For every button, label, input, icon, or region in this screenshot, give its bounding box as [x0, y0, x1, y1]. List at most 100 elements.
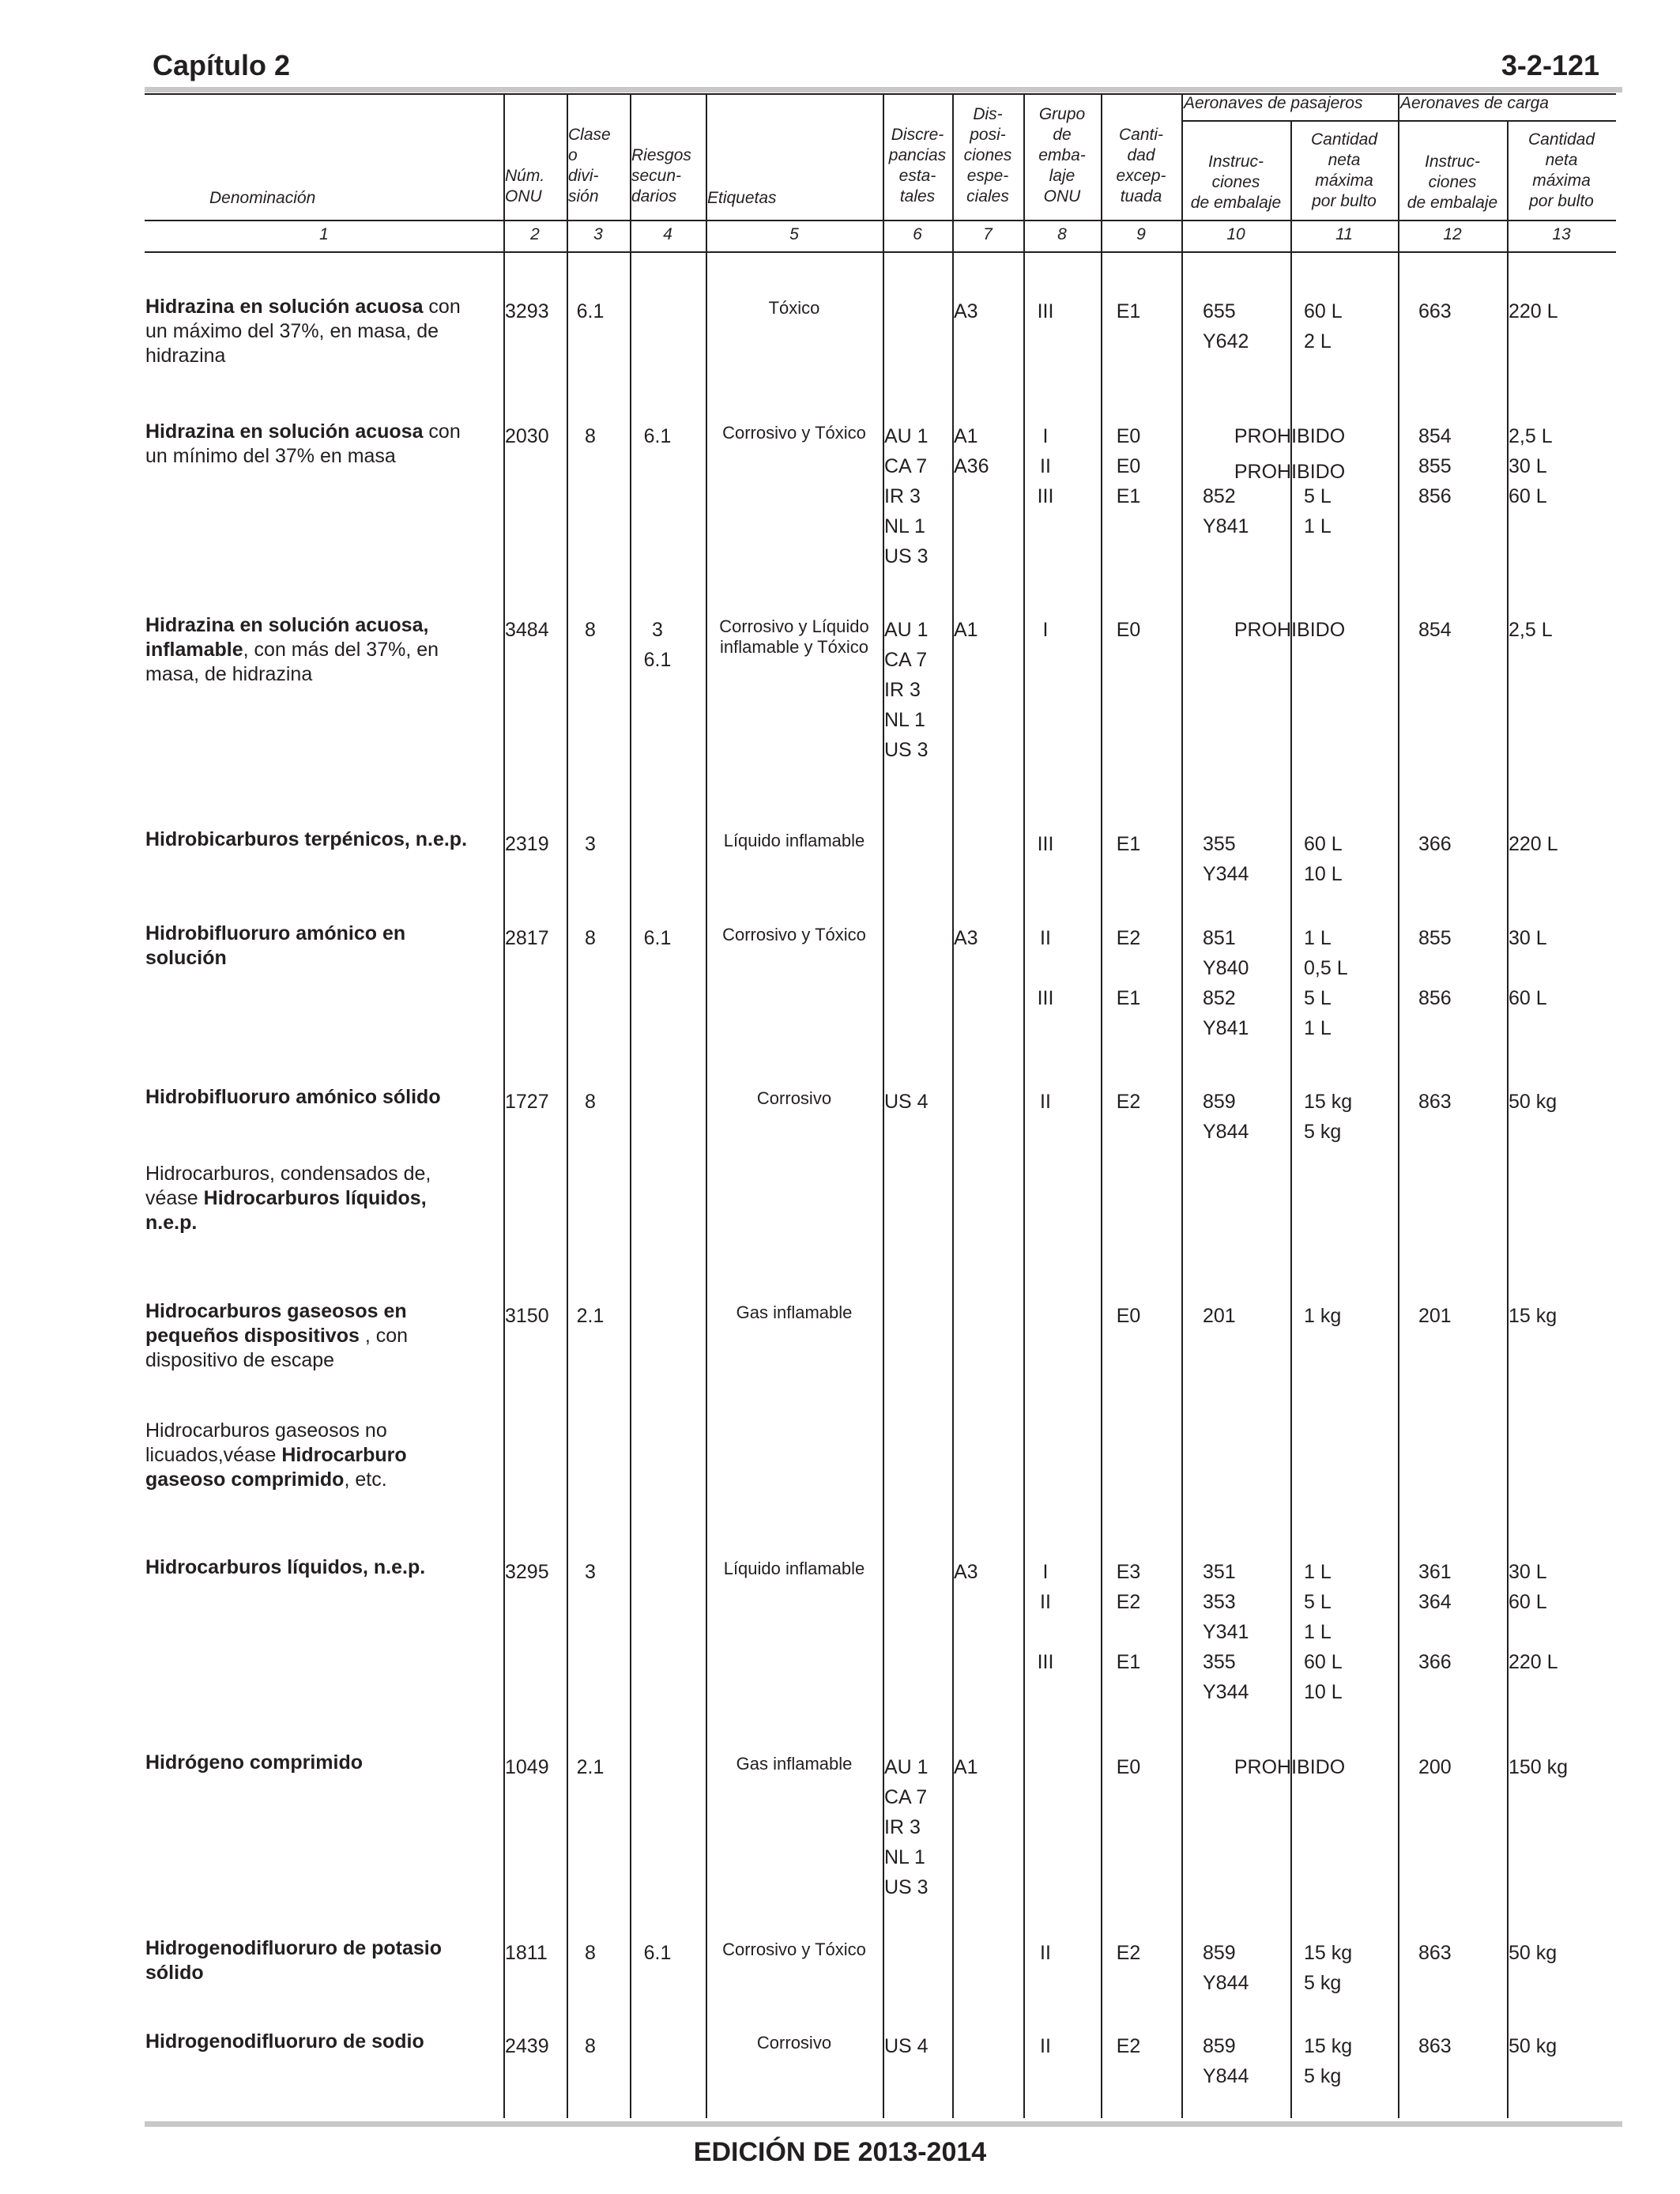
header-disposiciones-line: ciones: [963, 146, 1012, 164]
header-onu: Núm. ONU: [505, 166, 560, 207]
cell-discrepancias: AU 1 CA 7 IR 3 NL 1 US 3: [884, 619, 929, 761]
header-carga-cantidad-line: por bulto: [1529, 192, 1594, 210]
header-carga-cantidad-line: máxima: [1532, 172, 1591, 190]
bottom-rule: [145, 2121, 1622, 2127]
cell-disposiciones: A1 A36: [954, 425, 989, 477]
cell-riesgos: 6.1: [643, 425, 672, 447]
header-discrepancias: Discre-pancias esta-tales: [883, 125, 952, 207]
header-carga-cantidad-line: Cantidad: [1527, 130, 1595, 149]
column-divider: [1507, 120, 1509, 2118]
header-clase-line: Clase: [568, 126, 611, 144]
cell-disposiciones: A1: [954, 619, 978, 641]
header-disposiciones-line: ciales: [966, 187, 1009, 205]
row-name: Hidrobicarburos terpénicos, n.e.p.: [145, 827, 477, 852]
header-clase-line: o: [568, 146, 578, 164]
cell-carga-cantidad: 220 L: [1509, 300, 1558, 322]
column-divider: [503, 93, 505, 2118]
cell-carga-instrucciones: 854: [1418, 619, 1452, 641]
cell-carga-cantidad: 30 L 60 L: [1509, 927, 1547, 1009]
cell-pas-cantidad: 1 L 5 L 1 L 60 L 10 L: [1304, 1561, 1343, 1703]
cell-carga-instrucciones: 201: [1418, 1305, 1452, 1327]
header-pas-instrucciones-line: Instruc-: [1207, 153, 1264, 171]
row-name-bold: Hidrobicarburos terpénicos, n.e.p.: [145, 828, 468, 850]
footer-edition: EDICIÓN DE 2013-2014: [693, 2137, 987, 2167]
cell-clase: 8: [585, 425, 596, 447]
cell-carga-instrucciones: 361 364 366: [1418, 1561, 1452, 1673]
column-number-10: 10: [1226, 225, 1245, 243]
cell-pas-instrucciones: 852 Y841: [1203, 485, 1249, 537]
cell-onu: 3293: [505, 300, 549, 322]
header-pas-cantidad-line: neta: [1328, 151, 1361, 169]
cell-riesgos: 6.1: [643, 927, 672, 949]
cell-disposiciones: A3: [954, 1561, 978, 1583]
header-grupo-line: laje: [1049, 167, 1075, 185]
cell-discrepancias: AU 1 CA 7 IR 3 NL 1 US 3: [884, 1756, 929, 1898]
header-riesgos-line: darios: [631, 187, 677, 205]
header-riesgos-line: Riesgos: [631, 146, 691, 164]
cell-grupo: II: [1040, 1942, 1051, 1964]
cell-pas-cantidad: 15 kg 5 kg: [1304, 2035, 1353, 2087]
cell-etiquetas: Corrosivo: [756, 1088, 832, 1108]
row-name-bold: Hidrogenodifluoruro de sodio: [145, 2030, 424, 2053]
cell-onu: 2817: [505, 927, 549, 949]
cell-etiquetas: Gas inflamable: [736, 1302, 853, 1322]
cell-carga-cantidad: 50 kg: [1509, 1942, 1558, 1964]
cell-carga-instrucciones: 663: [1418, 300, 1452, 322]
header-pas-instrucciones: Instruc-ciones de embalaje: [1181, 152, 1290, 213]
cell-onu: 1727: [505, 1091, 549, 1113]
cell-etiquetas: Corrosivo y Tóxico: [722, 423, 866, 443]
cell-discrepancias: AU 1 CA 7 IR 3 NL 1 US 3: [884, 425, 929, 567]
cell-cantidad-exceptuada: E2: [1116, 2035, 1141, 2057]
column-divider: [706, 93, 707, 2118]
cell-etiquetas: Corrosivo y Tóxico: [722, 925, 866, 944]
cell-clase: 3: [585, 1561, 596, 1583]
header-onu-line: Núm.: [505, 167, 545, 185]
cell-cantidad-exceptuada: E2: [1116, 1091, 1141, 1113]
header-discrepancias-line: tales: [899, 187, 936, 205]
cell-onu: 2030: [505, 425, 549, 447]
header-cantidad-exceptuada-line: excep-: [1116, 167, 1166, 185]
cell-pas-cantidad: 15 kg 5 kg: [1304, 1942, 1353, 1994]
cell-etiquetas: Líquido inflamable: [723, 831, 865, 850]
header-carga-instrucciones-line: ciones: [1428, 173, 1477, 191]
header-disposiciones-line: espe-: [966, 167, 1009, 185]
header-discrepancias-line: Discre-: [891, 126, 944, 144]
cell-onu: 2319: [505, 833, 549, 855]
column-number-1: 1: [319, 225, 329, 243]
cell-cantidad-exceptuada: E2: [1116, 1942, 1141, 1964]
header-cantidad-exceptuada-line: Canti-: [1118, 126, 1164, 144]
header-disposiciones-line: Dis-: [973, 105, 1003, 123]
cell-clase: 8: [585, 927, 596, 949]
cell-pas-instrucciones: 851 Y840 852 Y841: [1203, 927, 1249, 1039]
cell-onu: 2439: [505, 2035, 549, 2057]
cell-pas-instrucciones: 655 Y642: [1203, 300, 1249, 352]
cell-clase: 8: [585, 619, 596, 641]
header-grupo-line: Grupo: [1038, 105, 1086, 123]
row-name: Hidrazina en solución acuosa, inflamable…: [145, 613, 477, 687]
row-name: Hidrazina en solución acuosa con un máxi…: [145, 295, 477, 368]
cell-etiquetas: Corrosivo y Tóxico: [722, 1940, 866, 1959]
row-name: Hidrazina en solución acuosa con un míni…: [145, 420, 477, 469]
column-divider: [1398, 93, 1399, 2118]
cell-carga-instrucciones: 855 856: [1418, 927, 1452, 1009]
column-divider: [567, 93, 568, 2118]
row-name-bold: Hidrazina en solución acuosa: [145, 420, 424, 443]
row-name-bold: Hidrobifluoruro amónico en solución: [145, 922, 406, 969]
row-name-bold: Hidrocarburo gaseoso comprimido: [145, 1444, 407, 1491]
header-bottom-line: [145, 220, 1616, 221]
row-name-bold: Hidrogenodifluoruro de potasio sólido: [145, 1937, 442, 1984]
row-name: Hidrobifluoruro amónico en solución: [145, 922, 477, 971]
column-number-11: 11: [1335, 225, 1353, 243]
cell-pas-instrucciones: 355 Y344: [1203, 833, 1249, 885]
header-grupo: Grupo de emba-laje ONU: [1023, 104, 1101, 207]
row-name: Hidrocarburos líquidos, n.e.p.: [145, 1555, 477, 1580]
cell-cantidad-exceptuada: E0: [1116, 1756, 1141, 1778]
column-number-5: 5: [789, 225, 799, 243]
column-divider: [1181, 93, 1183, 2118]
header-cantidad-exceptuada: Canti-dad excep-tuada: [1101, 125, 1181, 207]
cell-cantidad-exceptuada: E0: [1116, 1305, 1141, 1327]
column-divider: [1101, 93, 1102, 2118]
cell-grupo: III: [1037, 300, 1054, 322]
cell-clase: 8: [585, 1942, 596, 1964]
cell-onu: 3150: [505, 1305, 549, 1327]
